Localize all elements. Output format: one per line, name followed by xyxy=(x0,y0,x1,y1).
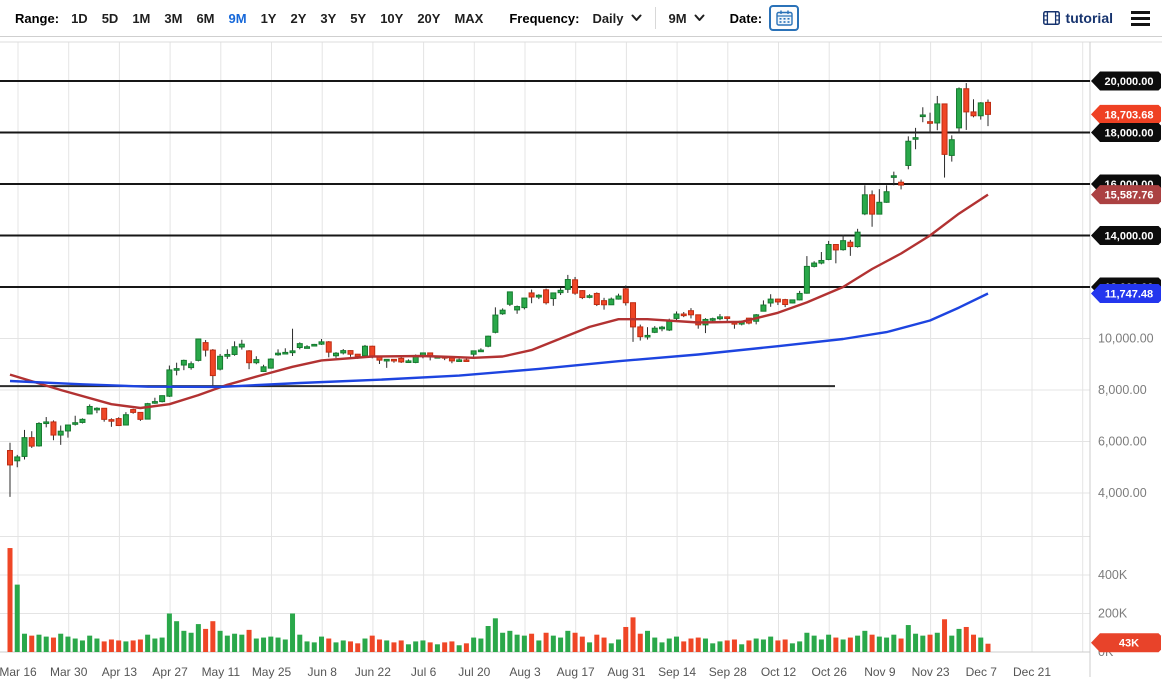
level-lines-group xyxy=(0,80,1090,388)
svg-text:Mar 16: Mar 16 xyxy=(0,665,37,679)
chart-area[interactable]: 10,000.00 8,000.00 6,000.00 4,000.00 400K 200… xyxy=(0,37,1162,689)
level-price-tag xyxy=(1091,226,1161,245)
period-dropdown[interactable]: 9M xyxy=(661,11,713,26)
tutorial-link[interactable]: tutorial xyxy=(1042,10,1113,26)
volume-bars-group xyxy=(7,548,991,652)
frequency-dropdown[interactable]: Daily xyxy=(584,11,649,26)
svg-text:15,587.76: 15,587.76 xyxy=(1105,190,1154,202)
moving-averages-group xyxy=(9,193,989,410)
range-1y[interactable]: 1Y xyxy=(260,10,277,26)
price-tags-group: 20,000.0018,703.6818,000.0016,000.0015,5… xyxy=(1091,71,1161,653)
range-label: Range: xyxy=(15,10,60,26)
range-1m[interactable]: 1M xyxy=(132,10,151,26)
toolbar-divider xyxy=(654,7,656,29)
chevron-down-icon xyxy=(631,14,642,21)
range-5d[interactable]: 5D xyxy=(101,10,119,26)
last-volume-tag xyxy=(1091,633,1161,653)
last-price-tag xyxy=(1091,104,1161,124)
date-label: Date: xyxy=(729,10,763,26)
svg-text:Jul 20: Jul 20 xyxy=(458,665,490,679)
svg-text:Apr 13: Apr 13 xyxy=(102,665,138,679)
ma-slow-tag xyxy=(1091,284,1161,304)
svg-text:Oct 26: Oct 26 xyxy=(812,665,848,679)
svg-text:43K: 43K xyxy=(1119,638,1139,650)
svg-text:Aug 17: Aug 17 xyxy=(557,665,595,679)
range-2y[interactable]: 2Y xyxy=(290,10,307,26)
period-value: 9M xyxy=(668,10,687,26)
svg-text:Dec 21: Dec 21 xyxy=(1013,665,1051,679)
frequency-value: Daily xyxy=(592,10,624,26)
svg-text:Apr 27: Apr 27 xyxy=(152,665,188,679)
svg-text:18,000.00: 18,000.00 xyxy=(1105,128,1154,140)
axis-labels-group: 10,000.00 8,000.00 6,000.00 4,000.00 400K 200… xyxy=(0,332,1154,680)
svg-text:11,747.48: 11,747.48 xyxy=(1105,289,1153,301)
svg-text:Jul 6: Jul 6 xyxy=(411,665,437,679)
svg-text:Sep 14: Sep 14 xyxy=(658,665,696,679)
chevron-down-icon xyxy=(694,14,705,21)
level-price-tag xyxy=(1091,71,1161,91)
svg-text:Nov 23: Nov 23 xyxy=(912,665,950,679)
range-5y[interactable]: 5Y xyxy=(350,10,367,26)
svg-text:Aug 31: Aug 31 xyxy=(607,665,645,679)
frequency-label: Frequency: xyxy=(509,10,580,26)
svg-text:18,703.68: 18,703.68 xyxy=(1105,109,1154,121)
film-icon xyxy=(1042,11,1060,25)
range-10y[interactable]: 10Y xyxy=(380,10,404,26)
svg-text:8,000.00: 8,000.00 xyxy=(1098,383,1147,397)
candles-group xyxy=(7,83,991,497)
svg-text:20,000.00: 20,000.00 xyxy=(1105,76,1154,88)
svg-text:May 25: May 25 xyxy=(252,665,292,679)
svg-text:Jun 8: Jun 8 xyxy=(308,665,338,679)
svg-text:Aug 3: Aug 3 xyxy=(509,665,541,679)
range-9m-selected[interactable]: 9M xyxy=(228,10,247,26)
range-1d[interactable]: 1D xyxy=(71,10,88,26)
svg-text:10,000.00: 10,000.00 xyxy=(1098,332,1154,346)
svg-text:Oct 12: Oct 12 xyxy=(761,665,797,679)
svg-text:6,000.00: 6,000.00 xyxy=(1098,435,1147,449)
svg-text:200K: 200K xyxy=(1098,607,1128,621)
calendar-button[interactable] xyxy=(769,5,800,31)
svg-text:May 11: May 11 xyxy=(202,665,241,679)
range-6m[interactable]: 6M xyxy=(196,10,215,26)
range-20y[interactable]: 20Y xyxy=(417,10,441,26)
range-max[interactable]: MAX xyxy=(454,10,484,26)
menu-icon[interactable] xyxy=(1129,8,1152,29)
ma_slow_blue-line xyxy=(9,292,989,389)
price-volume-chart[interactable]: 10,000.00 8,000.00 6,000.00 4,000.00 400K 200… xyxy=(0,37,1162,689)
range-3y[interactable]: 3Y xyxy=(320,10,337,26)
level-price-tag xyxy=(1091,123,1161,142)
ma-fast-tag xyxy=(1091,185,1161,205)
svg-text:Sep 28: Sep 28 xyxy=(709,665,747,679)
svg-text:400K: 400K xyxy=(1098,568,1128,582)
svg-text:4,000.00: 4,000.00 xyxy=(1098,486,1147,500)
svg-text:Nov 9: Nov 9 xyxy=(864,665,896,679)
tutorial-label: tutorial xyxy=(1065,10,1113,26)
gridlines-group xyxy=(0,41,1162,677)
svg-text:Dec 7: Dec 7 xyxy=(966,665,998,679)
range-3m[interactable]: 3M xyxy=(164,10,183,26)
svg-text:14,000.00: 14,000.00 xyxy=(1105,231,1154,243)
ma_fast_red-line xyxy=(9,193,989,410)
svg-text:Jun 22: Jun 22 xyxy=(355,665,391,679)
svg-text:Mar 30: Mar 30 xyxy=(50,665,88,679)
toolbar: Range: 1D 5D 1M 3M 6M 9M 1Y 2Y 3Y 5Y 10Y… xyxy=(0,0,1162,37)
calendar-icon xyxy=(775,10,793,26)
